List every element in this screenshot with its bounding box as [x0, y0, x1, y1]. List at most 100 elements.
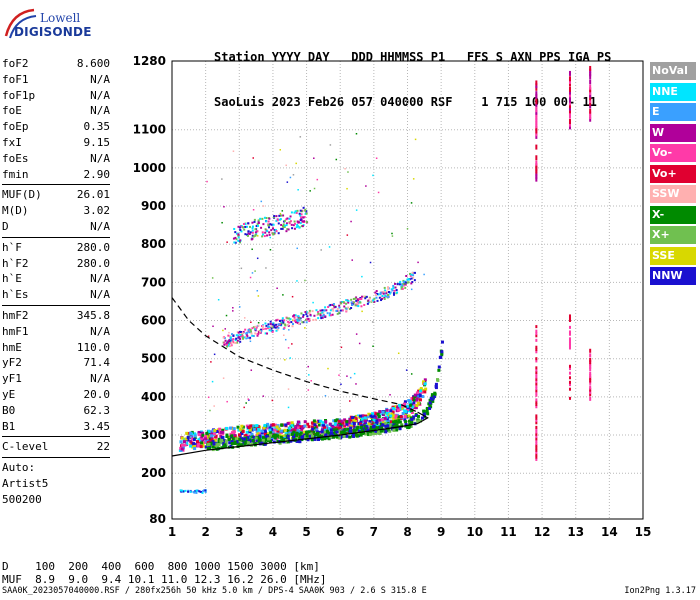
echo-point: [228, 441, 232, 445]
muf-distance-table-line1: D 100 200 400 600 800 1000 1500 3000 [km…: [2, 560, 320, 573]
echo-point: [359, 420, 363, 424]
echo-point: [286, 320, 289, 323]
echo-point: [372, 299, 375, 302]
echo-point: [535, 389, 538, 393]
echo-point: [361, 414, 365, 418]
echo-point: [410, 411, 414, 415]
echo-point: [355, 132, 358, 135]
echo-point: [270, 437, 274, 441]
echo-point: [426, 412, 430, 416]
echo-point: [282, 223, 285, 226]
echo-point: [190, 430, 194, 434]
echo-point: [345, 420, 349, 424]
echo-point: [346, 427, 350, 431]
echo-point: [244, 225, 247, 228]
echo-point: [335, 430, 339, 434]
echo-point: [535, 160, 538, 166]
echo-point: [394, 405, 398, 409]
echo-point: [436, 378, 440, 382]
echo-point: [309, 313, 312, 316]
echo-point: [368, 431, 372, 435]
echo-point: [316, 313, 319, 316]
echo-point: [264, 322, 267, 325]
echo-point: [225, 434, 229, 438]
echo-point: [239, 335, 242, 338]
echo-point: [268, 435, 272, 439]
echo-point: [268, 329, 271, 332]
echo-point: [308, 433, 312, 437]
echo-point: [320, 317, 323, 320]
echo-point: [318, 430, 322, 434]
echo-point: [535, 380, 538, 384]
echo-point: [589, 65, 592, 71]
echo-point: [535, 93, 538, 99]
autoscaling-info-line: Auto:: [2, 461, 36, 475]
echo-point: [222, 329, 224, 332]
echo-point: [388, 423, 392, 427]
echo-point: [398, 420, 402, 424]
echo-point: [241, 332, 244, 335]
echo-point: [332, 435, 336, 439]
echo-point: [425, 407, 429, 411]
param-row-mufd: MUF(D) 26.01: [2, 187, 110, 203]
echo-point: [381, 423, 385, 427]
echo-point: [260, 431, 264, 435]
echo-point: [352, 297, 355, 300]
echo-point: [440, 340, 444, 344]
echo-point: [589, 73, 592, 79]
echo-point: [286, 217, 289, 220]
echo-point: [256, 289, 259, 292]
echo-point: [352, 302, 355, 305]
echo-point: [589, 79, 592, 85]
echo-point: [349, 426, 353, 430]
echo-point: [245, 402, 247, 404]
echo-point: [316, 178, 319, 181]
echo-point: [228, 335, 231, 338]
echo-point: [568, 92, 571, 98]
y-tick-label: 400: [141, 390, 166, 404]
echo-point: [277, 232, 280, 235]
param-row-clevel: C-level 22: [2, 439, 110, 455]
echo-point: [267, 357, 269, 360]
param-value: N/A: [90, 288, 110, 302]
echo-point: [237, 433, 241, 437]
echo-point: [384, 292, 387, 295]
echo-point: [291, 325, 294, 328]
echo-point: [258, 438, 262, 442]
echo-point: [271, 232, 274, 235]
echo-point: [232, 237, 235, 240]
echo-point: [223, 343, 226, 346]
echo-point: [228, 339, 231, 342]
echo-point: [231, 333, 234, 336]
echo-point: [263, 442, 267, 446]
echo-point: [568, 102, 571, 108]
echo-point: [411, 281, 414, 284]
echo-point: [318, 423, 322, 427]
echo-point: [319, 309, 322, 312]
echo-point: [313, 314, 316, 317]
echo-point: [535, 345, 538, 349]
echo-point: [287, 317, 290, 320]
echo-point: [434, 382, 438, 386]
echo-point: [276, 439, 280, 443]
echo-point: [208, 446, 212, 450]
y-tick-label: 300: [141, 428, 166, 442]
echo-point: [254, 332, 257, 335]
param-value: 71.4: [83, 356, 111, 370]
echo-point: [261, 231, 264, 234]
echo-point: [285, 230, 288, 233]
echo-point: [312, 430, 316, 434]
legend-item-x: X-: [650, 205, 696, 224]
x-tick-label: 10: [466, 525, 483, 539]
echo-point: [296, 423, 300, 427]
logo-lowell-text: Lowell: [40, 11, 81, 25]
echo-point: [208, 437, 212, 441]
echo-point: [325, 424, 329, 428]
echo-point: [284, 432, 288, 436]
echo-point: [393, 293, 396, 296]
echo-point: [414, 406, 418, 410]
echo-point: [193, 491, 196, 494]
echo-point: [194, 443, 198, 447]
param-label: yE: [2, 387, 16, 401]
echo-point: [406, 227, 409, 230]
